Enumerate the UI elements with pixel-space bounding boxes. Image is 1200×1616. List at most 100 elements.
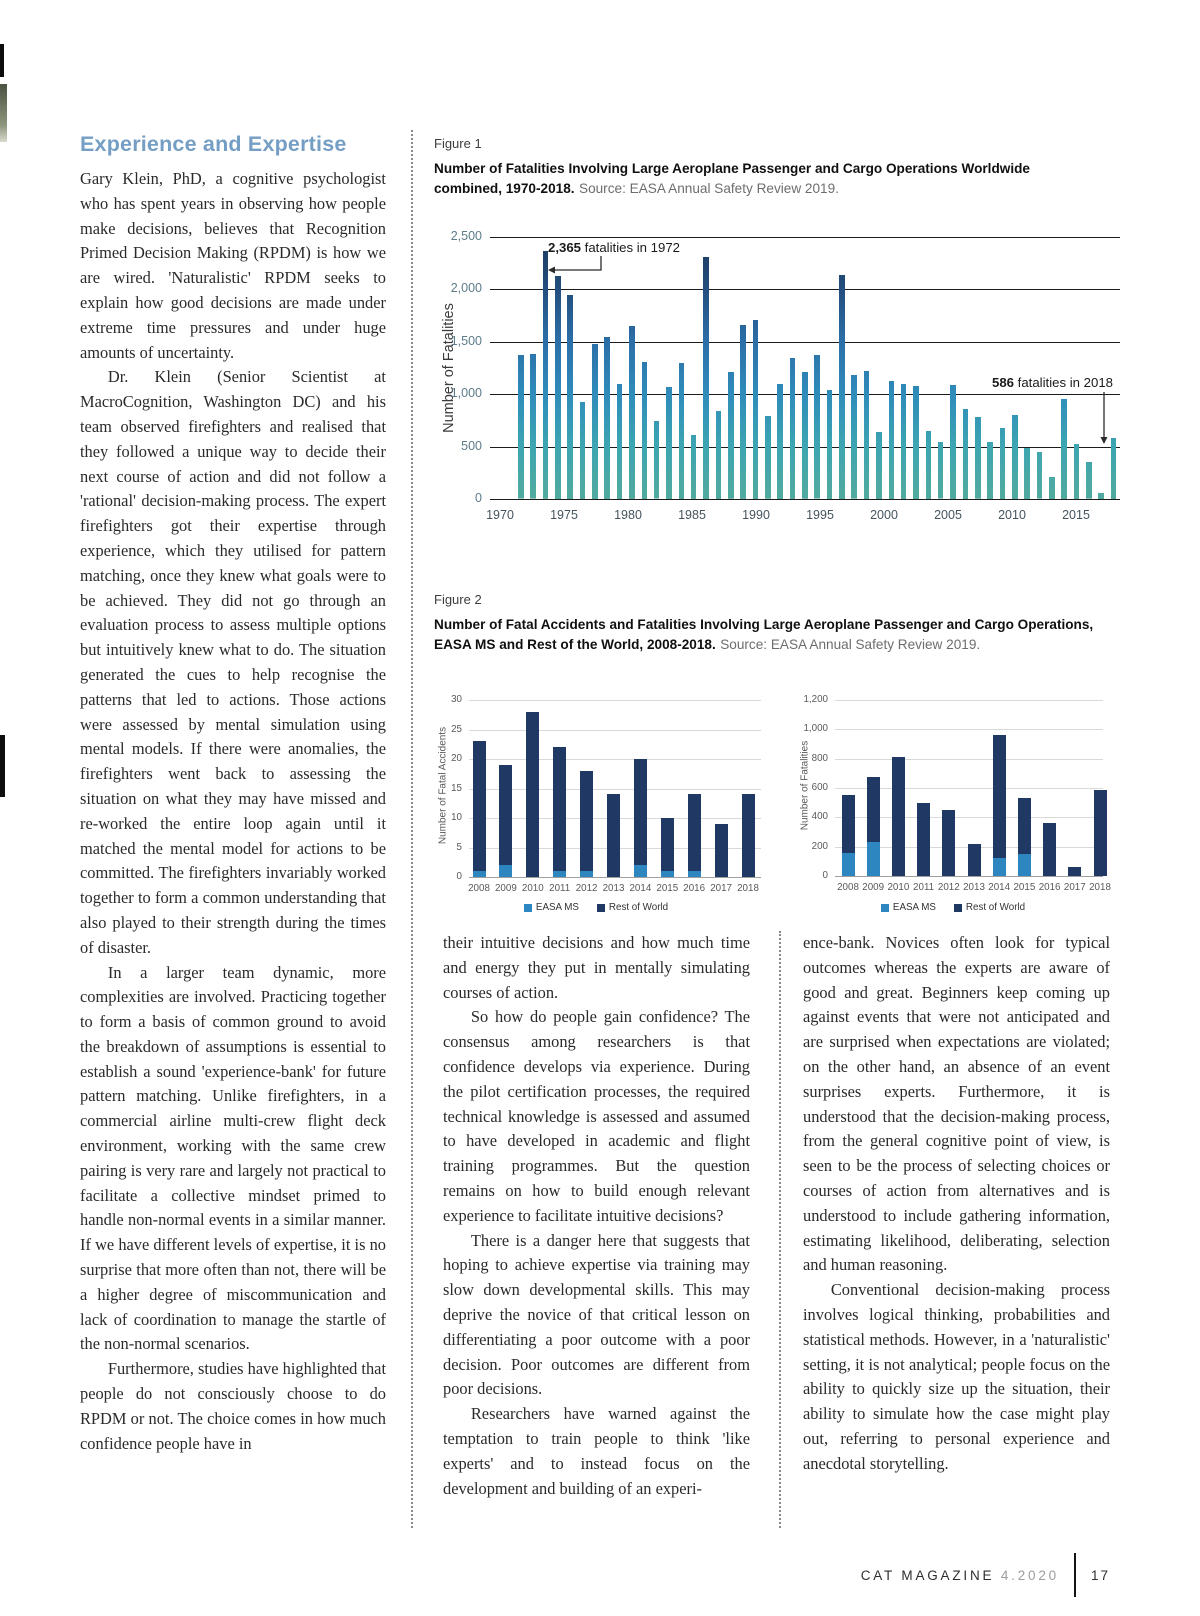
article-column-2: their intuitive decisions and how much t… (443, 931, 750, 1501)
legend-item-rest-of-world: Rest of World (953, 902, 1025, 913)
gridline (835, 876, 1103, 877)
gridline (490, 341, 1120, 343)
paragraph: ence-bank. Novices often look for typica… (803, 933, 1110, 1275)
bar-1970 (518, 355, 524, 499)
paragraph: There is a danger here that suggests tha… (443, 1230, 750, 1399)
bar-segment-2015 (1017, 798, 1031, 854)
bar-segment-2010 (891, 757, 905, 876)
legend-swatch-rest-of-world (953, 903, 962, 912)
y-tick-label: 2,000 (450, 281, 482, 296)
x-tick-label: 1995 (806, 508, 834, 522)
gridline (490, 499, 1120, 500)
legend-swatch-easa-ms (880, 903, 889, 912)
bar-2001 (900, 383, 907, 499)
bar-2016 (1086, 462, 1092, 499)
bar-segment-2012 (580, 770, 594, 872)
bar-2003 (925, 430, 932, 499)
magazine-issue: 4.2020 (1000, 1567, 1059, 1583)
page-edge-mark (0, 735, 5, 797)
bar-1981 (653, 421, 660, 499)
x-tick-label: 2018 (1089, 882, 1111, 893)
legend-label: EASA MS (892, 902, 936, 913)
paragraph: Furthermore, studies have highlighted th… (80, 1359, 387, 1453)
bar-segment-2018 (741, 794, 755, 877)
y-tick-label: 30 (451, 694, 462, 705)
bar-segment-2015 (660, 871, 674, 877)
x-tick-label: 2014 (988, 882, 1011, 893)
x-tick-label: 1980 (614, 508, 642, 522)
fig1-plot (490, 237, 1120, 500)
bar-1973 (555, 275, 561, 499)
bar-1978 (616, 383, 623, 499)
legend-label: EASA MS (535, 902, 579, 913)
bar-segment-2012 (942, 810, 956, 876)
fig2-left-chart: Number of Fatal Accidents EASA MS Rest o… (430, 658, 762, 924)
y-tick-label: 25 (451, 723, 462, 735)
page-edge-mark (0, 44, 4, 77)
bar-segment-2011 (917, 803, 931, 876)
x-tick-label: 2012 (575, 883, 598, 894)
figure2-label: Figure 2 (434, 592, 482, 607)
figure1-label: Figure 1 (434, 136, 482, 151)
bar-2014 (1061, 398, 1067, 499)
bar-segment-2016 (1043, 823, 1057, 876)
gridline (835, 700, 1103, 701)
x-tick-label: 2011 (913, 882, 935, 893)
x-tick-label: 2009 (862, 882, 885, 893)
bar-segment-2017 (1068, 866, 1082, 876)
figure1-source: Source: EASA Annual Safety Review 2019. (579, 181, 839, 196)
legend-item-easa-ms: EASA MS (523, 902, 579, 913)
bar-2015 (1073, 443, 1080, 499)
bar-1995 (826, 390, 833, 499)
bar-1982 (666, 386, 672, 499)
bar-1983 (678, 362, 685, 499)
legend-label: Rest of World (608, 902, 669, 913)
fig1-y-axis-title: Number of Fatalities (441, 303, 457, 433)
paragraph: Researchers have warned against the temp… (443, 1404, 750, 1498)
x-tick-label: 2008 (468, 883, 490, 894)
fig1-annotation-arrow-1972 (548, 256, 602, 274)
bar-1977 (604, 336, 611, 499)
bar-2006 (962, 408, 969, 499)
bar-1998 (863, 370, 870, 499)
bar-segment-2009 (866, 777, 880, 843)
bar-2008 (987, 441, 993, 499)
bar-1989 (752, 319, 759, 499)
bar-segment-2008 (841, 794, 855, 854)
paragraph: their intuitive decisions and how much t… (443, 933, 750, 1002)
figure1-title: Number of Fatalities Involving Large Aer… (434, 161, 1030, 196)
y-tick-label: 15 (451, 782, 462, 794)
bar-1992 (789, 357, 796, 499)
magazine-name: CAT MAGAZINE (860, 1567, 995, 1583)
bar-segment-2008 (472, 871, 486, 877)
bar-1974 (567, 294, 573, 499)
y-tick-label: 1,000 (450, 386, 482, 401)
paragraph: Gary Klein, PhD, a cognitive psychologis… (80, 169, 386, 362)
bar-1997 (851, 375, 858, 499)
bar-segment-2008 (841, 853, 855, 876)
x-tick-label: 2012 (937, 882, 960, 893)
bar-2011 (1024, 447, 1030, 499)
figure2-source: Source: EASA Annual Safety Review 2019. (720, 637, 981, 652)
bar-segment-2012 (580, 871, 594, 877)
bar-1991 (777, 383, 783, 499)
bar-1986 (715, 410, 722, 499)
bar-2007 (974, 417, 981, 499)
gridline (490, 237, 1120, 238)
bar-1990 (765, 416, 771, 499)
bar-segment-2018 (1093, 790, 1107, 876)
x-tick-label: 2010 (521, 883, 544, 894)
y-tick-label: 1,200 (803, 694, 828, 705)
bar-2005 (950, 384, 956, 499)
x-tick-label: 1985 (678, 508, 706, 522)
x-tick-label: 2000 (870, 508, 898, 522)
bar-segment-2011 (553, 871, 567, 877)
y-tick-label: 0 (456, 871, 462, 882)
annotation-value: 2,365 (548, 240, 582, 255)
figure2-title: Number of Fatal Accidents and Fatalities… (434, 617, 1094, 652)
gridline (469, 729, 761, 731)
y-tick-label: 20 (451, 753, 462, 764)
x-tick-label: 2014 (629, 883, 652, 894)
y-tick-label: 400 (811, 811, 828, 823)
plot-area (835, 700, 1107, 877)
